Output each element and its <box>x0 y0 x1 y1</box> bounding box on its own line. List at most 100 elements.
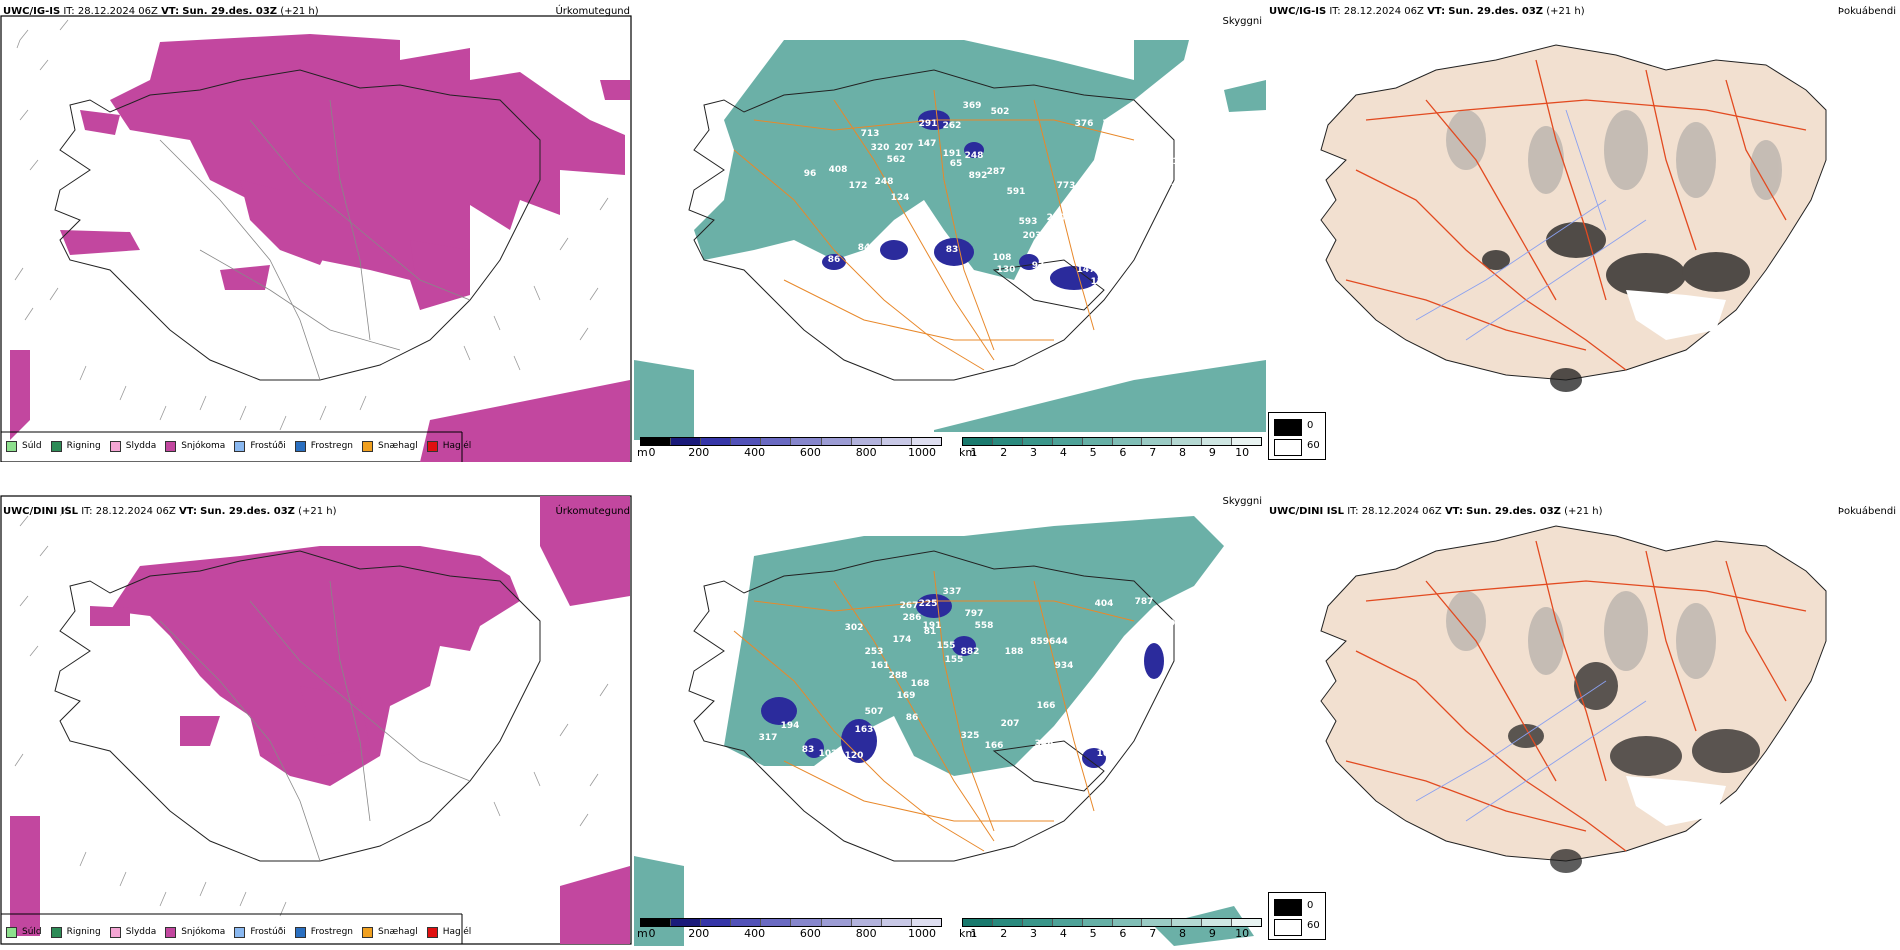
colorbar-tick: 10 <box>1235 446 1250 459</box>
vt-label: VT: <box>161 6 180 17</box>
colorbar-tick: 200 <box>688 446 710 459</box>
colorbar-tick: 3 <box>1030 446 1038 459</box>
legend-label: Haglél <box>442 441 472 451</box>
cloud-base-label: 86 <box>906 713 919 723</box>
fog-legend-label-0: 0 <box>1307 900 1314 911</box>
cloud-base-label: 120 <box>845 751 864 761</box>
legend-label: Rigning <box>66 441 101 451</box>
colorbar-unit: km <box>959 446 977 459</box>
colorbar-cell <box>963 438 993 445</box>
colorbar-cell <box>1052 438 1083 445</box>
cloud-base-label: 199 <box>1125 163 1144 173</box>
legend-label: Snæhagl <box>378 441 418 451</box>
model-name: UWC/DINI ISL <box>3 506 79 517</box>
legend-label: Haglél <box>442 927 472 937</box>
legend-item-frostregn: Frostregn <box>294 440 354 452</box>
fog-map-row1 <box>1320 44 1827 392</box>
colorbar-tick: 200 <box>688 927 710 940</box>
cloud-base-label: 562 <box>887 155 906 165</box>
colorbar-cell <box>1112 438 1143 445</box>
cloud-base-label: 248 <box>965 151 984 161</box>
legend-swatch <box>234 440 246 452</box>
cloud-base-label: 120 <box>1091 277 1110 287</box>
legend-swatch <box>109 926 121 938</box>
colorbar-cell <box>851 438 882 445</box>
legend-swatch <box>50 440 62 452</box>
colorbar-unit: km <box>959 927 977 940</box>
cloud-base-label: 155 <box>945 655 964 665</box>
cloud-base-label: 317 <box>759 733 778 743</box>
legend-label: Frostregn <box>310 927 354 937</box>
colorbar-cell <box>881 438 912 445</box>
colorbar-cell <box>1082 919 1113 926</box>
cloud-base-label: 738 <box>1103 119 1122 129</box>
model-name: UWC/DINI ISL <box>1269 506 1345 517</box>
cloud-base-label: 593 <box>1019 217 1038 227</box>
fog-legend-swatch-0 <box>1274 419 1302 436</box>
colorbar-cell <box>1142 438 1173 445</box>
it-value: 28.12.2024 06Z <box>1361 506 1442 517</box>
colorbar-cell <box>1232 919 1262 926</box>
colorbar-tick: 8 <box>1179 927 1187 940</box>
colorbar-cell <box>1022 438 1053 445</box>
legend-item-frostúði: Frostúði <box>234 926 286 938</box>
colorbar-cell <box>731 438 762 445</box>
cloud-base-label: 369 <box>963 101 982 111</box>
it-value: 28.12.2024 06Z <box>95 506 176 517</box>
cloud-base-label: 591 <box>1007 187 1026 197</box>
it-value: 28.12.2024 06Z <box>1343 6 1424 17</box>
vt-value: Sun. 29.des. 03Z <box>182 6 278 17</box>
colorbar-cell <box>701 919 732 926</box>
it-label: IT: <box>63 6 75 17</box>
fog-map-row2 <box>1320 525 1827 873</box>
cloud-base-label: 161 <box>871 661 890 671</box>
lead-time: (+21 h) <box>1564 506 1603 517</box>
legend-item-haglél: Haglél <box>426 440 472 452</box>
cloud-base-label: 147 <box>918 139 937 149</box>
cloud-base-label: 181 <box>1171 183 1190 193</box>
header-row2: UWC/DINI ISL IT: 28.12.2024 06Z VT: Sun.… <box>3 506 337 518</box>
legend-swatch <box>6 440 17 452</box>
cloud-base-label: 773 <box>1057 181 1076 191</box>
lead-time: (+21 h) <box>280 6 319 17</box>
legend-label: Frostregn <box>310 441 354 451</box>
colorbar-tick: 400 <box>744 927 766 940</box>
legend-swatch <box>362 440 374 452</box>
legend-item-súld: Súld <box>6 440 42 452</box>
legend-item-rigning: Rigning <box>50 926 101 938</box>
fog-legend-label-60: 60 <box>1307 440 1320 451</box>
colorbar-cell <box>1172 438 1203 445</box>
cloud-base-label: 174 <box>893 635 912 645</box>
cloud-base-label: 104 <box>773 271 792 281</box>
legend-swatch <box>294 926 306 938</box>
vt-value: Sun. 29.des. 03Z <box>1466 506 1561 517</box>
precip-type-panel-row1: UWC/IG-IS IT: 28.12.2024 06Z VT: Sun. 29… <box>0 0 634 462</box>
cloud-base-label: 166 <box>1037 701 1056 711</box>
cloud-panel-row2: 302 267 225 337 286 191 797 558 174 81 155 882 155 18… <box>634 486 1266 950</box>
cloud-base-label: 94 <box>1169 619 1182 629</box>
header-row1-fog: UWC/IG-IS IT: 28.12.2024 06Z VT: Sun. 29… <box>1269 6 1585 18</box>
colorbar-tick: 2 <box>1000 927 1008 940</box>
cloud-base-label: 102 <box>819 749 838 759</box>
colorbar-tick: 1 <box>970 446 978 459</box>
legend-swatch <box>6 926 17 938</box>
cloud-base-label: 859644 <box>1030 637 1068 647</box>
it-label: IT: <box>1329 6 1341 17</box>
vt-label: VT: <box>1427 6 1446 17</box>
colorbar-unit: m <box>637 927 648 940</box>
legend-label: Slydda <box>125 441 157 451</box>
lead-time: (+21 h) <box>298 506 337 517</box>
cloud-base-label: 302 <box>845 623 864 633</box>
colorbar-tick: 10 <box>1235 927 1250 940</box>
colorbar-cell <box>992 438 1023 445</box>
colorbar-cell <box>791 919 822 926</box>
fog-legend-label-0: 0 <box>1307 420 1314 431</box>
cloud-base-label: 124 <box>891 193 910 203</box>
colorbar-tick: 400 <box>744 446 766 459</box>
colorbar-strip <box>962 918 1262 927</box>
colorbar-cell <box>671 919 702 926</box>
colorbar-tick: 9 <box>1208 927 1216 940</box>
cloud-base-label: 81 <box>924 627 937 637</box>
